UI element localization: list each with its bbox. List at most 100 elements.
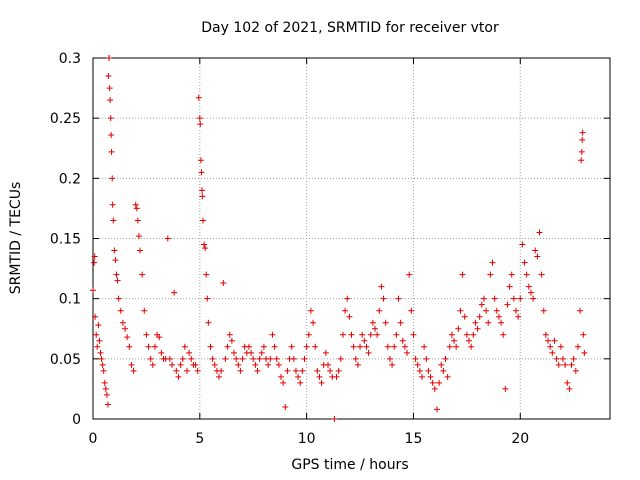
data-point — [337, 355, 344, 362]
data-point — [406, 271, 413, 278]
data-point — [564, 379, 571, 386]
data-point — [256, 355, 263, 362]
data-points — [90, 55, 588, 422]
data-point — [389, 361, 396, 368]
data-point — [305, 331, 312, 338]
data-point — [314, 367, 321, 374]
data-point — [171, 289, 178, 296]
data-point — [260, 343, 267, 350]
data-point — [382, 319, 389, 326]
y-tick-label: 0.05 — [50, 352, 81, 368]
data-point — [128, 361, 135, 368]
data-point — [485, 319, 492, 326]
data-point — [166, 355, 173, 362]
data-point — [134, 217, 141, 224]
y-tick-label: 0 — [72, 412, 81, 428]
data-point — [560, 355, 566, 362]
data-point — [408, 307, 415, 314]
data-point — [295, 373, 302, 380]
data-point — [184, 367, 190, 374]
y-tick-label: 0.25 — [50, 111, 81, 127]
data-point — [414, 361, 421, 368]
data-point — [141, 307, 148, 314]
data-point — [354, 361, 361, 368]
data-point — [429, 379, 436, 386]
data-point — [124, 334, 131, 341]
data-point — [386, 355, 393, 362]
data-point — [179, 355, 186, 362]
data-point — [404, 349, 411, 356]
data-point — [273, 355, 280, 362]
data-point — [453, 343, 460, 350]
data-point — [93, 331, 100, 338]
data-point — [500, 331, 507, 338]
data-point — [448, 331, 455, 338]
data-point — [106, 85, 113, 92]
data-point — [200, 217, 207, 224]
data-point — [423, 355, 430, 362]
data-point — [457, 307, 464, 314]
data-point — [204, 295, 211, 302]
data-point — [393, 331, 400, 338]
grid — [93, 58, 610, 419]
data-point — [495, 313, 502, 320]
data-point — [579, 129, 586, 136]
data-point — [519, 241, 526, 248]
data-point — [299, 367, 306, 374]
data-point — [466, 337, 472, 344]
data-point — [106, 55, 113, 61]
data-point — [126, 343, 133, 350]
data-point — [493, 307, 500, 314]
data-point — [108, 132, 115, 139]
data-point — [322, 349, 329, 356]
data-point — [489, 259, 496, 266]
data-point — [342, 307, 349, 314]
x-tick-label: 0 — [89, 431, 98, 447]
data-point — [502, 385, 509, 392]
data-point — [577, 307, 584, 314]
data-point — [145, 343, 152, 350]
data-point — [312, 343, 319, 350]
data-point — [470, 331, 477, 338]
data-point — [100, 367, 107, 374]
data-point — [297, 379, 304, 386]
data-point — [570, 355, 577, 362]
data-point — [107, 97, 114, 104]
data-point — [265, 361, 272, 368]
data-point — [104, 401, 111, 408]
data-point — [578, 157, 585, 164]
data-point — [235, 361, 242, 368]
data-point — [199, 193, 206, 200]
data-point — [384, 343, 391, 350]
data-point — [504, 301, 511, 308]
data-point — [517, 295, 524, 302]
data-point — [359, 331, 366, 338]
data-point — [207, 343, 214, 350]
data-point — [572, 367, 579, 374]
data-point — [542, 331, 549, 338]
data-point — [378, 283, 385, 290]
data-point — [401, 343, 408, 350]
data-point — [250, 355, 257, 362]
data-point — [201, 241, 208, 248]
data-point — [374, 331, 381, 338]
data-point — [92, 313, 99, 320]
data-point — [527, 289, 534, 296]
y-tick-label: 0.1 — [59, 292, 81, 308]
data-point — [476, 313, 483, 320]
data-point — [553, 355, 560, 362]
data-point — [431, 385, 438, 392]
data-point — [335, 367, 342, 374]
data-point — [487, 271, 494, 278]
data-point — [109, 175, 116, 182]
data-point — [472, 319, 479, 326]
y-axis-title: SRMTID / TECUs — [8, 182, 24, 295]
data-point — [115, 295, 122, 302]
data-point — [197, 157, 204, 164]
data-point — [203, 271, 210, 278]
data-point — [98, 355, 105, 362]
data-point — [169, 361, 176, 368]
data-point — [325, 361, 331, 368]
data-point — [425, 367, 432, 374]
